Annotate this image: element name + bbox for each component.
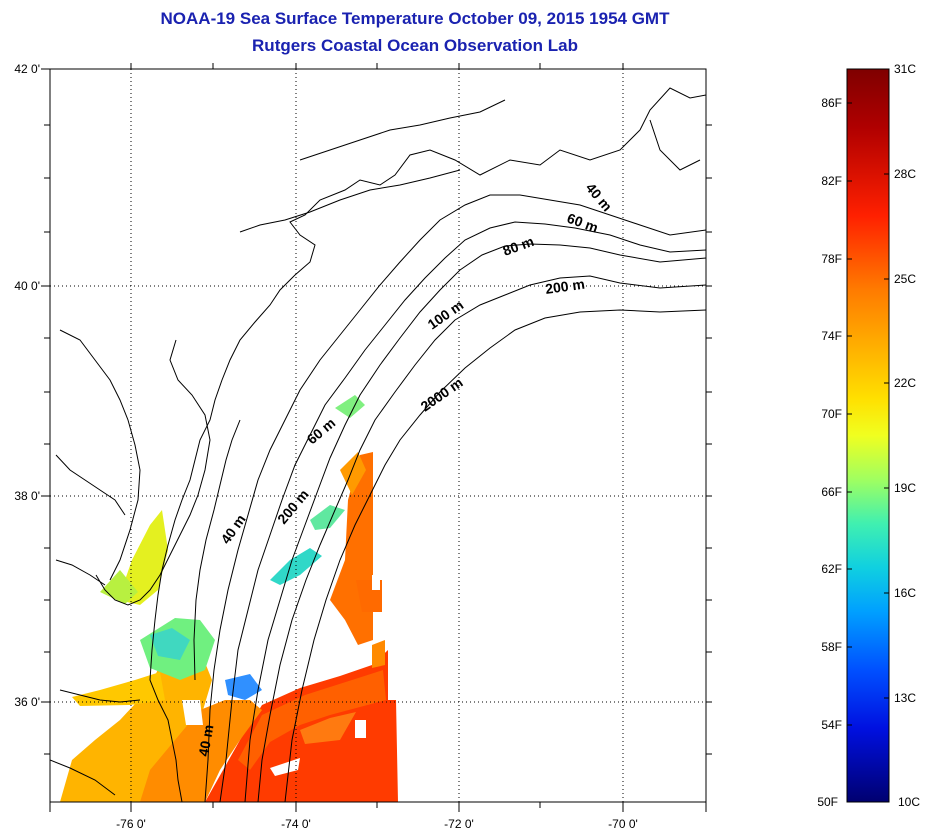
map-subtitle: Rutgers Coastal Ocean Observation Lab <box>252 36 578 55</box>
coastline-bay-west <box>95 339 211 606</box>
colorbar-label-31c: 31C <box>894 62 916 76</box>
coastlines <box>50 87 706 802</box>
isobath-60m <box>219 221 706 802</box>
sst-swath <box>60 395 398 802</box>
colorbar-label-10c: 10C <box>898 795 920 809</box>
colorbar-label-70f: 70F <box>821 407 842 421</box>
map-frame <box>49 68 707 803</box>
colorbar-label-62f: 62F <box>821 562 842 576</box>
lat-label-42: 42 0' <box>14 62 40 76</box>
coastline-peninsula <box>193 419 241 681</box>
colorbar-label-22c: 22C <box>894 376 916 390</box>
coastline-main <box>149 87 706 802</box>
colorbar-label-28c: 28C <box>894 167 916 181</box>
colorbar-ticks <box>847 68 889 726</box>
coastline-cape <box>649 119 701 171</box>
coastline-upper-bay <box>59 329 141 581</box>
colorbar-label-50f: 50F <box>817 795 838 809</box>
graticule <box>50 69 706 802</box>
colorbar-label-86f: 86F <box>821 96 842 110</box>
colorbar-label-58f: 58F <box>821 640 842 654</box>
isobath-200m <box>257 275 706 802</box>
coastline-river2 <box>55 559 106 586</box>
coastline-north <box>299 99 506 161</box>
colorbar-label-78f: 78F <box>821 252 842 266</box>
isobath-2000m <box>284 309 706 802</box>
map-content: 40 m 60 m 80 m 100 m 200 m 2000 m 60 m 2… <box>50 87 706 802</box>
coastline-river1 <box>55 454 126 516</box>
lat-label-36: 36 0' <box>14 695 40 709</box>
colorbar-label-19c: 19C <box>894 481 916 495</box>
lat-label-38: 38 0' <box>14 489 40 503</box>
colorbar-label-54f: 54F <box>821 718 842 732</box>
lon-label-70: -70 0' <box>608 817 638 831</box>
colorbar-label-74f: 74F <box>821 329 842 343</box>
isobath-label-200m-north: 200 m <box>544 276 586 297</box>
isobath-label-40m-south: 40 m <box>195 723 216 757</box>
colorbar-label-13c: 13C <box>894 691 916 705</box>
lon-label-74: -74 0' <box>281 817 311 831</box>
coastline-sound2 <box>50 759 116 796</box>
isobaths <box>204 194 706 802</box>
coastline-sound <box>59 689 141 703</box>
coastline-island <box>239 169 461 233</box>
isobath-40m <box>204 194 706 802</box>
lon-label-76: -76 0' <box>116 817 146 831</box>
colorbar-label-82f: 82F <box>821 174 842 188</box>
lon-label-72: -72 0' <box>444 817 474 831</box>
map-ticks <box>41 63 712 812</box>
isobath-80m <box>244 243 706 802</box>
lat-label-40: 40 0' <box>14 279 40 293</box>
colorbar <box>846 68 890 803</box>
colorbar-label-25c: 25C <box>894 272 916 286</box>
colorbar-label-66f: 66F <box>821 485 842 499</box>
map-title: NOAA-19 Sea Surface Temperature October … <box>160 9 670 28</box>
colorbar-label-16c: 16C <box>894 586 916 600</box>
